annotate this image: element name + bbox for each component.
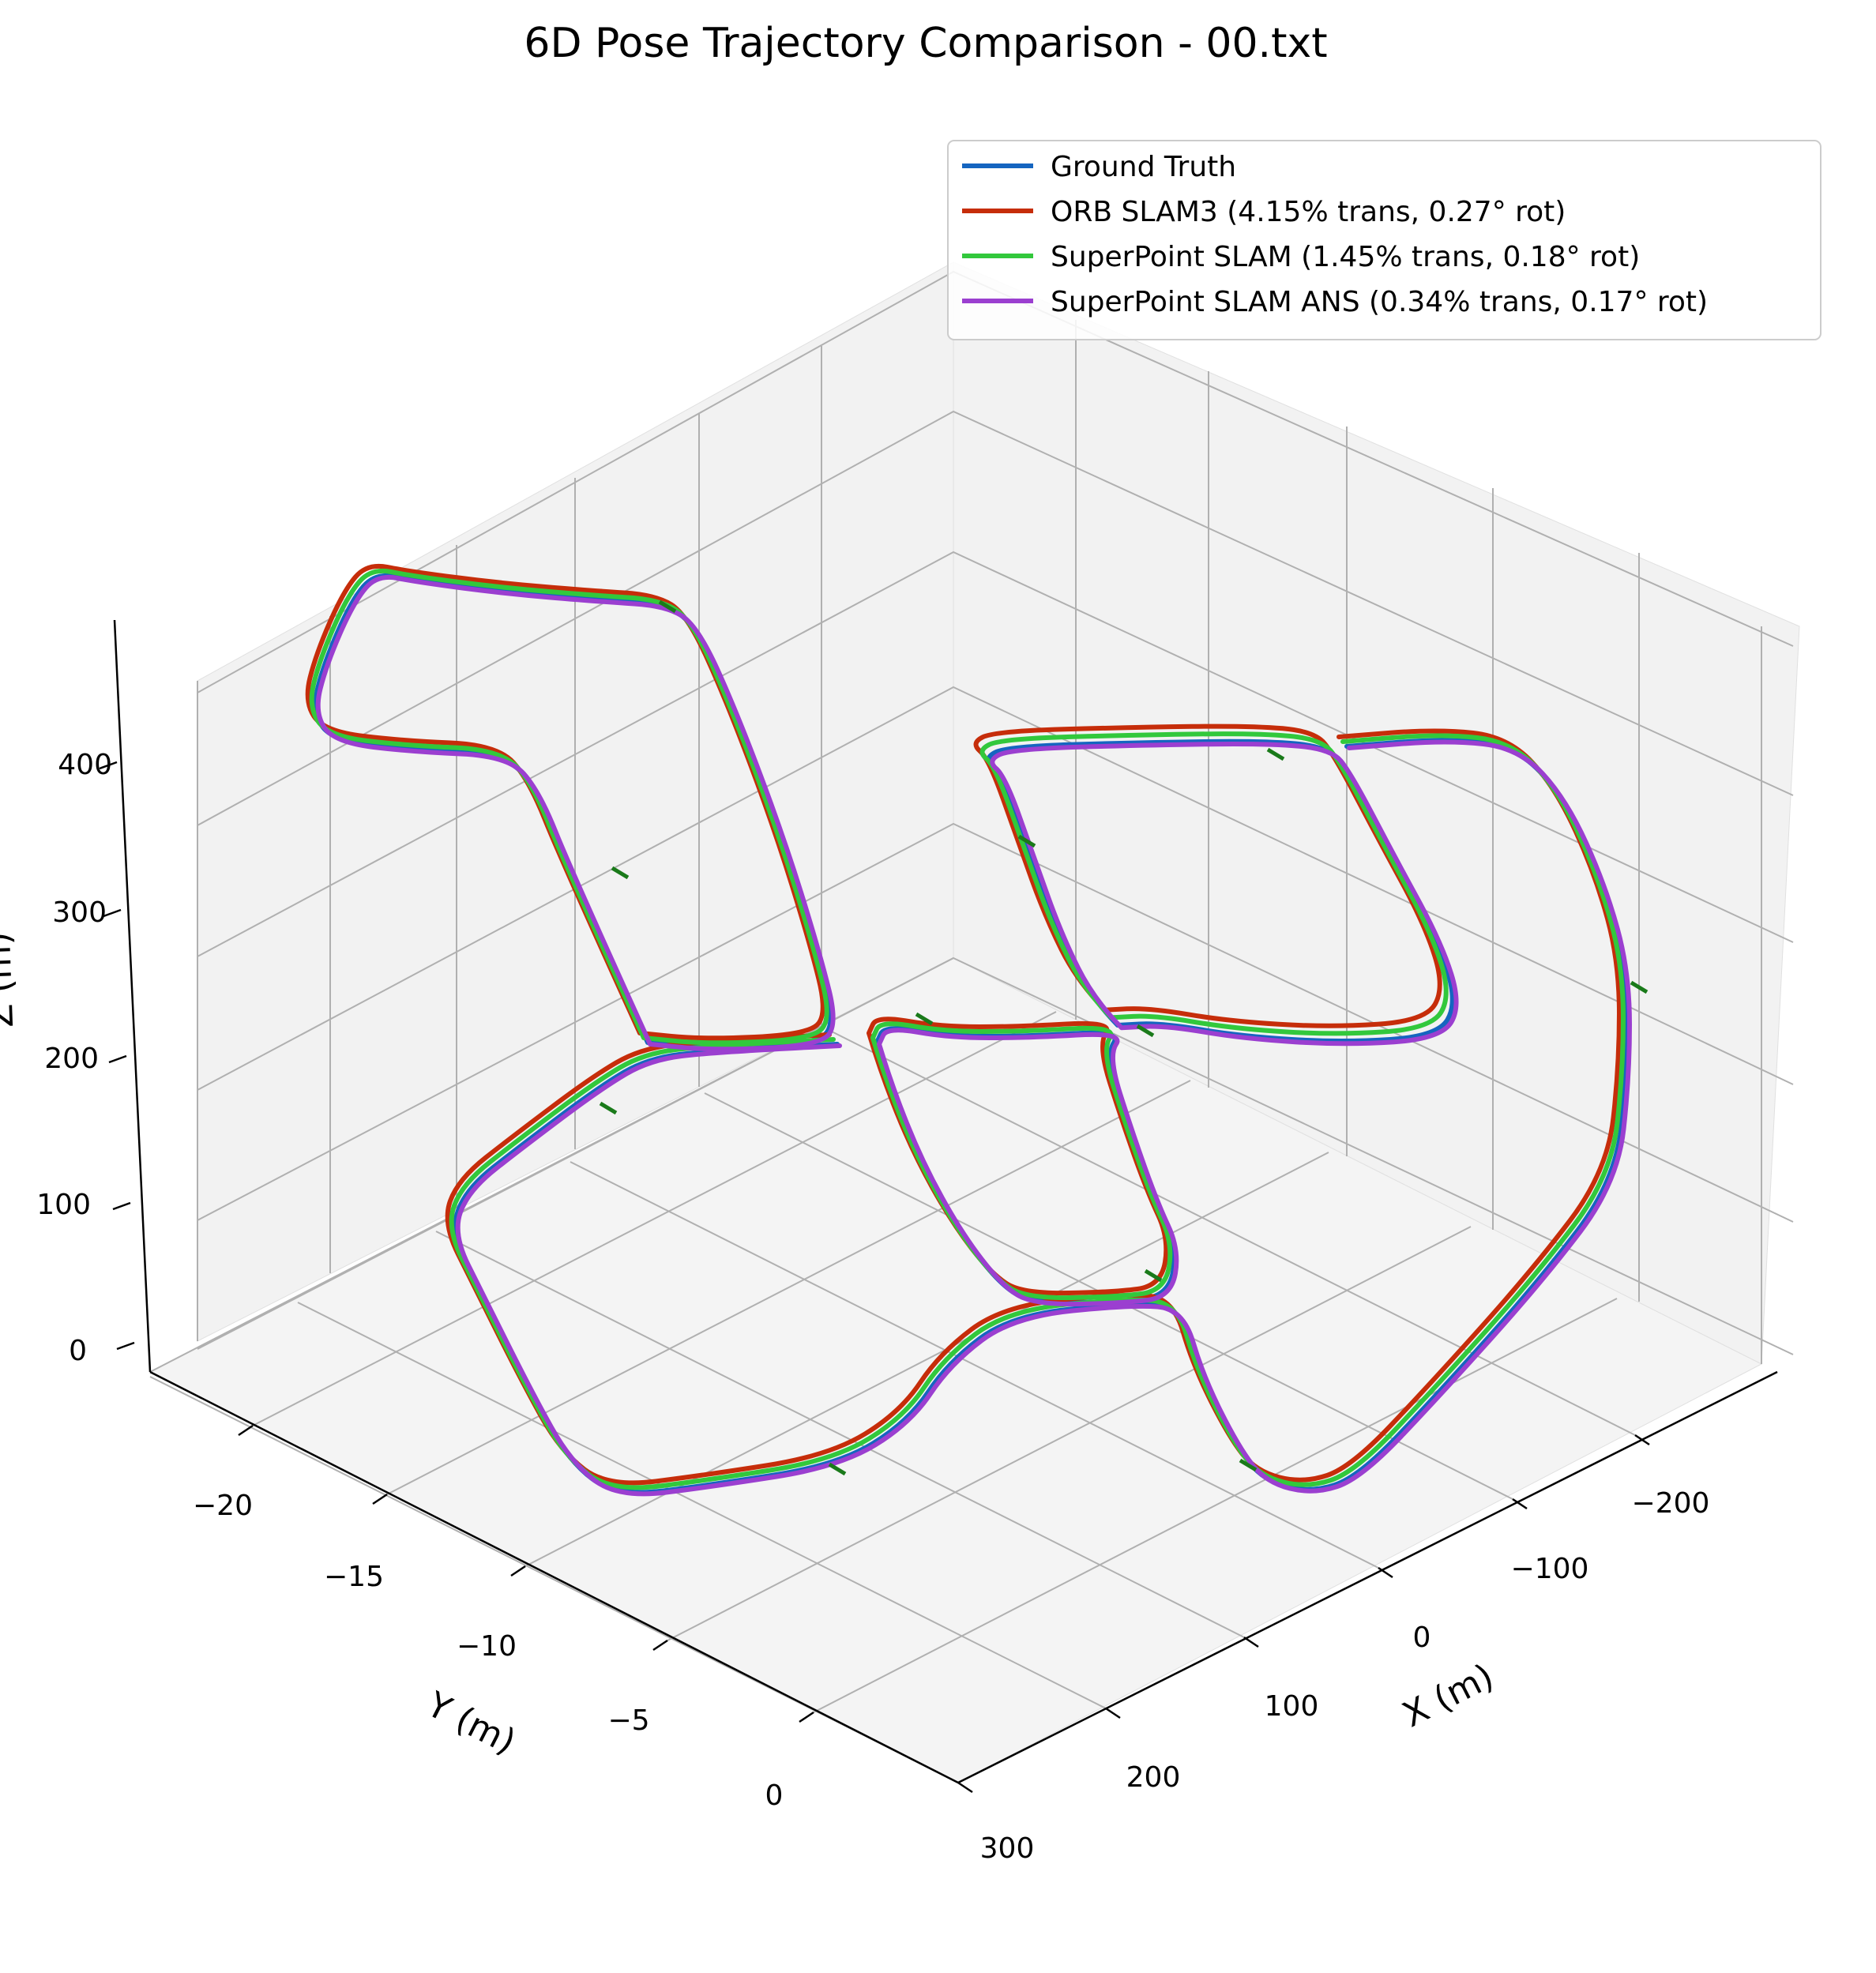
orientation-marker: [828, 1462, 847, 1476]
y-axis-line: [149, 1370, 959, 1784]
trajectory-line: [305, 563, 825, 1041]
z-axis-line: [113, 619, 152, 1373]
y-tick-label: 0: [765, 1779, 784, 1812]
z-tick-label: 100: [36, 1189, 91, 1221]
trajectory-line: [309, 568, 829, 1046]
y-tick-mark: [799, 1711, 814, 1723]
trajectory-line: [979, 731, 1449, 1036]
orientation-marker: [1630, 980, 1649, 994]
orientation-marker: [1017, 834, 1036, 848]
legend-label: ORB SLAM3 (4.15% trans, 0.27° rot): [1051, 196, 1566, 228]
z-tick-label: 300: [52, 896, 107, 929]
x-tick-mark: [1512, 1498, 1528, 1510]
orientation-marker: [599, 1101, 618, 1115]
x-axis-line: [957, 1370, 1778, 1784]
grid-line-floor: [667, 1226, 1472, 1641]
z-tick-mark: [112, 1201, 131, 1211]
grid-line-z: [197, 822, 1794, 1223]
x-tick-mark: [1105, 1707, 1121, 1719]
trajectories: [305, 563, 1632, 1497]
z-tick-mark: [103, 908, 122, 918]
grid-line-z: [197, 410, 1794, 826]
y-tick-label: −15: [324, 1561, 384, 1593]
z-tick-mark: [116, 1341, 135, 1351]
tick-labels: 0 100 200 300 400 −20 −15 −10 −5 0 −200 −100 0 100 200…: [36, 749, 1709, 1865]
y-axis-label: Y (m): [420, 1684, 522, 1762]
trajectory-line: [973, 723, 1442, 1028]
x-tick-label: −100: [1511, 1553, 1589, 1585]
z-axis-label: Z (m): [0, 931, 21, 1028]
z-tick-label: 200: [44, 1043, 99, 1075]
trajectory-line: [455, 739, 1632, 1497]
grid-lines: [149, 270, 1794, 1783]
x-axis-label: X (m): [1397, 1656, 1500, 1736]
legend-box: [947, 140, 1821, 340]
grid-line-floor: [435, 1231, 1245, 1638]
z-tick-mark: [99, 761, 118, 770]
x-tick-mark: [1378, 1566, 1393, 1579]
grid-line-floor: [386, 1080, 1191, 1495]
grid-line-z: [197, 551, 1794, 957]
y-tick-mark: [372, 1493, 388, 1505]
legend-label: SuperPoint SLAM (1.45% trans, 0.18° rot): [1051, 241, 1640, 273]
y-tick-mark: [238, 1424, 254, 1437]
x-tick-mark: [957, 1781, 973, 1794]
orientation-markers: [599, 599, 1649, 1476]
x-tick-label: 0: [1413, 1622, 1431, 1654]
axes: [99, 619, 1778, 1794]
chart-title: 6D Pose Trajectory Comparison - 00.txt: [524, 20, 1327, 67]
trajectory-line: [990, 741, 1459, 1047]
y-tick-label: −5: [607, 1704, 649, 1737]
orientation-marker: [1136, 1024, 1155, 1038]
grid-line-floor: [297, 1302, 1107, 1709]
legend-label: SuperPoint SLAM ANS (0.34% trans, 0.17° …: [1051, 286, 1708, 318]
z-tick-label: 0: [69, 1335, 87, 1367]
orientation-marker: [658, 599, 677, 614]
trajectory-line: [877, 1028, 1179, 1307]
grid-line-floor: [524, 1152, 1329, 1567]
orientation-marker: [1144, 1268, 1163, 1283]
x-tick-label: −200: [1632, 1487, 1710, 1520]
y-tick-mark: [510, 1565, 526, 1577]
grid-line-floor: [149, 957, 954, 1373]
x-tick-mark: [1634, 1434, 1650, 1446]
grid-line-z: [197, 686, 1794, 1091]
z-tick-mark: [108, 1054, 127, 1064]
legend: Ground Truth ORB SLAM3 (4.15% trans, 0.27…: [947, 140, 1821, 340]
grid-line-floor: [813, 1298, 1618, 1713]
orientation-marker: [1239, 1458, 1258, 1472]
y-tick-mark: [652, 1639, 668, 1652]
x-tick-label: 200: [1126, 1761, 1181, 1794]
y-tick-label: −20: [193, 1490, 253, 1522]
grid-line-floor: [252, 1011, 1057, 1426]
grid-line-floor: [826, 1028, 1636, 1436]
x-tick-label: 300: [980, 1832, 1035, 1865]
z-tick-label: 400: [58, 749, 112, 781]
orientation-marker: [611, 866, 630, 880]
y-tick-label: −10: [457, 1630, 517, 1663]
x-tick-label: 100: [1265, 1690, 1319, 1723]
x-tick-mark: [1243, 1636, 1259, 1648]
legend-label: Ground Truth: [1051, 151, 1236, 183]
orientation-marker: [1266, 747, 1285, 761]
grid-line-floor: [570, 1161, 1379, 1569]
orientation-marker: [915, 1012, 934, 1026]
trajectory-line: [315, 574, 836, 1052]
